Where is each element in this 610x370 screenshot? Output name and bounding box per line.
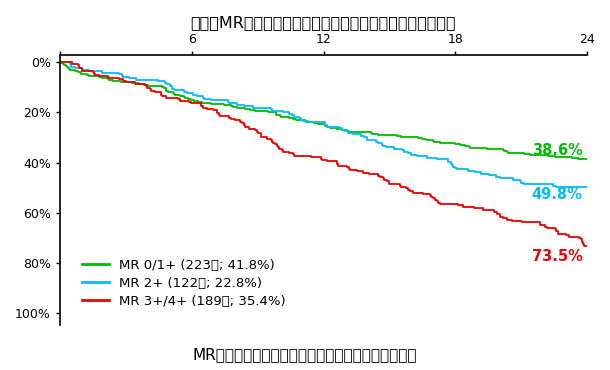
Text: MRの重症度が高いほど心不全患者の予後は悪くなる: MRの重症度が高いほど心不全患者の予後は悪くなる [193, 347, 417, 363]
Title: 機能性MR患者の初回心不全入院までの期間または全死亡率: 機能性MR患者の初回心不全入院までの期間または全死亡率 [191, 15, 456, 30]
Text: 73.5%: 73.5% [532, 249, 583, 264]
Text: 38.6%: 38.6% [532, 143, 583, 158]
Legend: MR 0/1+ (223例; 41.8%), MR 2+ (122例; 22.8%), MR 3+/4+ (189例; 35.4%): MR 0/1+ (223例; 41.8%), MR 2+ (122例; 22.8… [77, 253, 291, 313]
Text: 49.8%: 49.8% [532, 187, 583, 202]
